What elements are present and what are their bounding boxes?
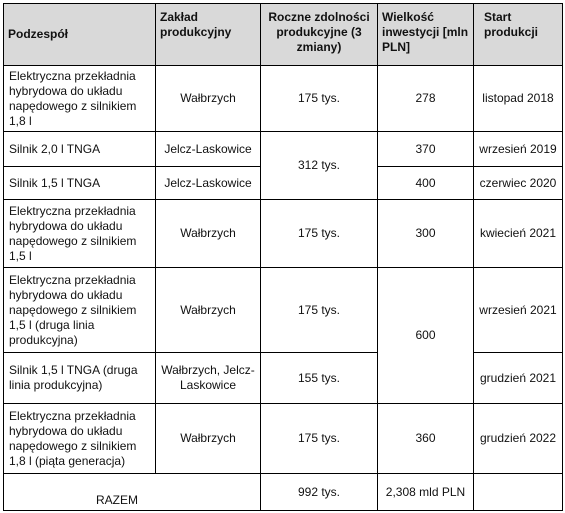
total-capacity: 992 tys.	[260, 473, 378, 511]
table-row: Elektryczna przekładnia hybrydowa do ukł…	[3, 65, 563, 132]
cell-plant: Wałbrzych	[155, 199, 261, 268]
cell-subsystem: Elektryczna przekładnia hybrydowa do ukł…	[3, 267, 156, 353]
cell-plant: Wałbrzych, Jelcz-Laskowice	[155, 352, 261, 404]
cell-subsystem: Silnik 2,0 l TNGA	[3, 131, 156, 167]
cell-plant: Wałbrzych	[155, 403, 261, 474]
cell-plant: Jelcz-Laskowice	[155, 131, 261, 167]
cell-subsystem: Silnik 1,5 l TNGA	[3, 166, 156, 200]
cell-subsystem: Elektryczna przekładnia hybrydowa do ukł…	[3, 403, 156, 474]
cell-subsystem: Elektryczna przekładnia hybrydowa do ukł…	[3, 199, 156, 268]
cell-start: czerwiec 2020	[473, 166, 563, 200]
total-row: RAZEM 992 tys. 2,308 mld PLN	[3, 473, 563, 511]
production-table: Podzespół Zakład produkcyjny Roczne zdol…	[3, 3, 563, 511]
cell-capacity: 175 tys.	[260, 403, 378, 474]
total-investment: 2,308 mld PLN	[377, 473, 474, 511]
cell-capacity: 175 tys.	[260, 65, 378, 132]
table-row: Elektryczna przekładnia hybrydowa do ukł…	[3, 199, 563, 268]
cell-investment: 278	[377, 65, 474, 132]
cell-investment: 370	[377, 131, 474, 167]
cell-investment: 300	[377, 199, 474, 268]
cell-start: wrzesień 2021	[473, 267, 563, 353]
cell-subsystem: Silnik 1,5 l TNGA (druga linia produkcyj…	[3, 352, 156, 404]
cell-investment: 400	[377, 166, 474, 200]
cell-capacity: 312 tys.	[260, 131, 378, 200]
header-subsystem: Podzespół	[3, 3, 156, 66]
cell-start: listopad 2018	[473, 65, 563, 132]
cell-start: grudzień 2021	[473, 352, 563, 404]
cell-plant: Wałbrzych	[155, 65, 261, 132]
cell-investment: 600	[377, 267, 474, 404]
header-row: Podzespół Zakład produkcyjny Roczne zdol…	[3, 3, 563, 66]
cell-start: wrzesień 2019	[473, 131, 563, 167]
cell-capacity: 175 tys.	[260, 199, 378, 268]
table-row: Silnik 2,0 l TNGA Jelcz-Laskowice 312 ty…	[3, 131, 563, 200]
total-label: RAZEM	[3, 473, 261, 511]
cell-subsystem: Elektryczna przekładnia hybrydowa do ukł…	[3, 65, 156, 132]
header-investment: Wielkość inwestycji [mln PLN]	[377, 3, 474, 66]
table-row: Elektryczna przekładnia hybrydowa do ukł…	[3, 403, 563, 474]
cell-capacity: 175 tys.	[260, 267, 378, 353]
cell-plant: Wałbrzych	[155, 267, 261, 353]
cell-start: grudzień 2022	[473, 403, 563, 474]
table-row: Silnik 1,5 l TNGA Jelcz-Laskowice 400 cz…	[3, 166, 563, 200]
cell-start: kwiecień 2021	[473, 199, 563, 268]
total-start	[473, 473, 563, 511]
cell-capacity: 155 tys.	[260, 352, 378, 404]
table-row: Elektryczna przekładnia hybrydowa do ukł…	[3, 267, 563, 404]
cell-investment: 360	[377, 403, 474, 474]
cell-plant: Jelcz-Laskowice	[155, 166, 261, 200]
header-capacity: Roczne zdolności produkcyjne (3 zmiany)	[260, 3, 378, 66]
header-plant: Zakład produkcyjny	[155, 3, 261, 66]
header-start: Start produkcji	[473, 3, 563, 66]
table-row: Silnik 1,5 l TNGA (druga linia produkcyj…	[3, 352, 563, 404]
